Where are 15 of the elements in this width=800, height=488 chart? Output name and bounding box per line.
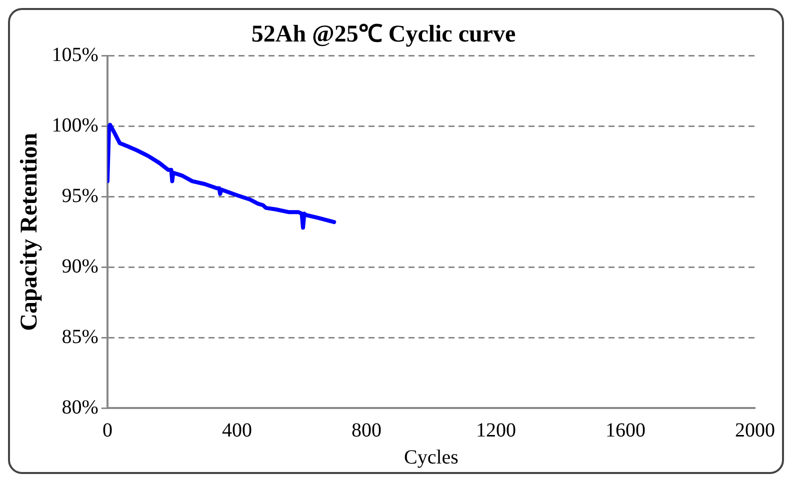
x-tick-label: 1200: [476, 419, 516, 442]
x-axis-title: Cycles: [404, 446, 459, 468]
y-tick-label: 80%: [62, 396, 98, 418]
y-tick-label: 90%: [62, 255, 98, 278]
chart-title: 52Ah @25℃ Cyclic curve: [251, 22, 516, 48]
x-tick-label: 1600: [605, 419, 646, 442]
y-axis-title: Capacity Retention: [16, 132, 43, 331]
y-tick-label: 85%: [62, 326, 98, 348]
y-tick-label: 100%: [52, 114, 98, 136]
y-tick-label: 95%: [62, 184, 98, 207]
x-tick-label: 400: [222, 419, 252, 442]
x-tick-label: 800: [351, 419, 382, 442]
x-tick-label: 2000: [735, 419, 775, 442]
y-tick-label: 105%: [52, 44, 98, 66]
x-tick-label: 0: [102, 419, 112, 442]
